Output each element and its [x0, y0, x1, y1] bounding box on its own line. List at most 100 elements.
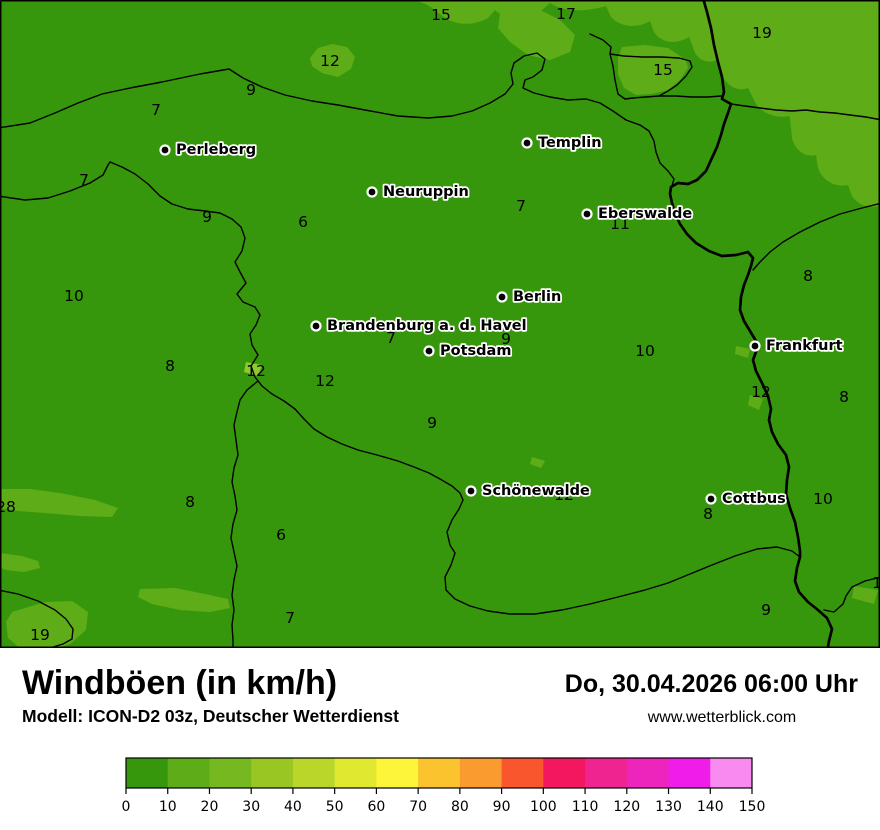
wind-value: 12 [320, 52, 340, 70]
border-lines [0, 33, 880, 648]
city-label: Brandenburg a. d. Havel [327, 318, 527, 334]
city-dot [751, 342, 759, 350]
legend-segment [626, 758, 670, 788]
legend-segment [459, 758, 503, 788]
legend-tick-label: 20 [201, 799, 219, 815]
legend-tick-label: 130 [655, 799, 682, 815]
wind-value: 12 [315, 372, 335, 390]
legend-segment [251, 758, 294, 788]
wind-value: 10 [813, 490, 833, 508]
city-dot [425, 347, 433, 355]
model-info: Modell: ICON-D2 03z, Deutscher Wetterdie… [22, 706, 399, 726]
timestamp: Do, 30.04.2026 06:00 Uhr [564, 670, 858, 698]
legend-ticks [125, 788, 753, 794]
city-label: Eberswalde [598, 206, 692, 222]
legend-tick-label: 10 [159, 799, 177, 815]
wind-value: 8 [703, 505, 713, 523]
city-label: Cottbus [722, 491, 786, 507]
wind-value: 8 [185, 493, 195, 511]
wind-value: 9 [202, 208, 212, 226]
city-labels-layer: Perleberg Templin Neuruppin Eberswalde Berli… [159, 133, 844, 509]
wind-value: 19 [752, 24, 772, 42]
city-label: Frankfurt [766, 338, 843, 354]
legend-tick-label: 50 [326, 799, 344, 815]
legend-segment [209, 758, 252, 788]
wind-value: 9 [501, 330, 511, 348]
legend-segment [334, 758, 377, 788]
city-label: Perleberg [176, 142, 256, 158]
city-dot [707, 495, 715, 503]
wind-value: 10 [64, 287, 84, 305]
legend-segment [668, 758, 711, 788]
legend-tick-label: 150 [739, 799, 766, 815]
wind-value: 1 [872, 574, 880, 592]
wind-value: 28 [0, 498, 16, 516]
legend-segments [126, 758, 753, 788]
wind-value: 9 [427, 414, 437, 432]
footer: Windböen (in km/h) Modell: ICON-D2 03z, … [0, 648, 880, 830]
legend-frame [125, 757, 753, 789]
city-dot [161, 146, 169, 154]
city-dot [523, 139, 531, 147]
legend-segment [585, 758, 628, 788]
legend-segment [376, 758, 419, 788]
wind-value: 12 [554, 486, 574, 504]
legend-tick-label: 70 [409, 799, 427, 815]
wind-value: 7 [285, 609, 295, 627]
map-area: 15 17 19 15 12 9 7 7 9 6 7 11 8 10 7 9 10 8 12 12 12 8 9 28 8 12 1… [0, 0, 880, 648]
wind-value: 7 [151, 101, 161, 119]
website-url: www.wetterblick.com [647, 709, 797, 726]
wind-value: 7 [79, 171, 89, 189]
wind-value: 8 [165, 357, 175, 375]
wind-value: 6 [298, 213, 308, 231]
city-dot [368, 188, 376, 196]
wind-value: 6 [276, 526, 286, 544]
wind-value: 12 [246, 362, 266, 380]
legend-colorbar: 0 10 20 30 40 50 60 70 80 90 100 110 120 130 140 150 [122, 757, 766, 815]
wind-value: 10 [635, 342, 655, 360]
city-dot [498, 293, 506, 301]
legend-tick-labels: 0 10 20 30 40 50 60 70 80 90 100 110 120 130 140 150 [122, 799, 766, 815]
wind-value: 9 [246, 81, 256, 99]
legend-tick-label: 140 [697, 799, 724, 815]
city-dot [583, 210, 591, 218]
legend-segment [543, 758, 586, 788]
city-label: Neuruppin [383, 184, 469, 200]
legend-segment [167, 758, 210, 788]
poland-border [668, 0, 834, 648]
wind-value: 8 [839, 388, 849, 406]
wind-value: 19 [30, 626, 50, 644]
legend-tick-label: 60 [367, 799, 385, 815]
legend-tick-label: 30 [242, 799, 260, 815]
legend-tick-label: 120 [613, 799, 640, 815]
wind-value: 7 [516, 197, 526, 215]
wind-value: 15 [653, 61, 673, 79]
city-label: Templin [538, 135, 602, 151]
legend-tick-label: 80 [451, 799, 469, 815]
wind-value: 9 [761, 601, 771, 619]
legend-tick-label: 0 [122, 799, 131, 815]
wind-value: 12 [751, 383, 771, 401]
city-dot [312, 322, 320, 330]
legend-segment [710, 758, 753, 788]
city-label: Berlin [513, 289, 561, 305]
legend-tick-label: 90 [493, 799, 511, 815]
wind-value: 17 [556, 5, 576, 23]
wind-value: 11 [610, 215, 630, 233]
wind-value: 8 [803, 267, 813, 285]
city-label: Potsdam [440, 343, 511, 359]
shade-patches [0, 0, 880, 648]
wind-value: 7 [386, 329, 396, 347]
legend-tick-label: 110 [572, 799, 599, 815]
legend-segment [126, 758, 169, 788]
legend-segment [501, 758, 544, 788]
map-frame [0, 0, 880, 648]
legend-tick-label: 100 [530, 799, 557, 815]
wind-value: 15 [431, 6, 451, 24]
legend-segment [418, 758, 461, 788]
city-dot [467, 487, 475, 495]
map-title: Windböen (in km/h) [22, 664, 338, 702]
